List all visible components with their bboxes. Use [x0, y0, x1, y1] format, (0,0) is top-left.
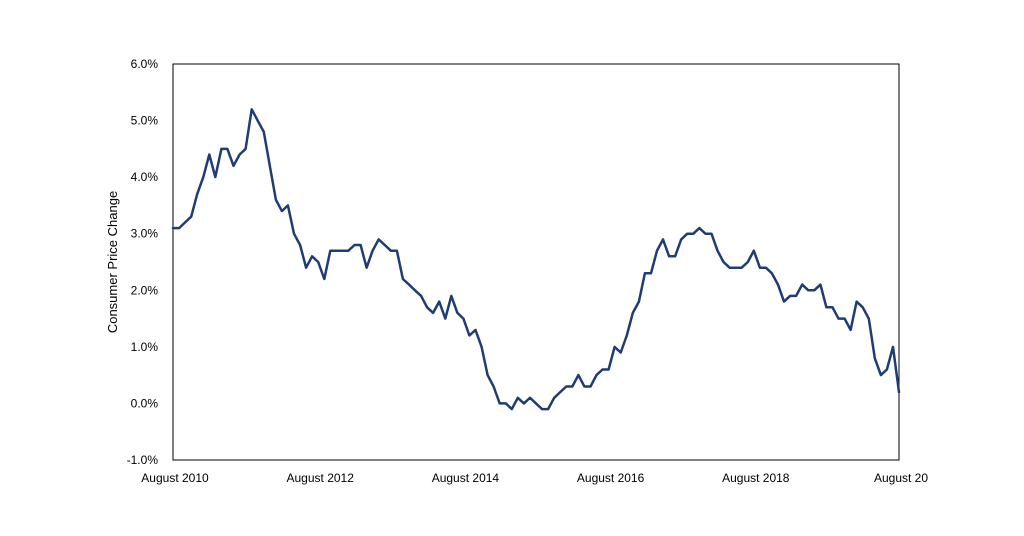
y-tick-label: 4.0%: [131, 170, 159, 184]
y-tick-label: 3.0%: [131, 227, 159, 241]
y-tick-label: 1.0%: [131, 340, 159, 354]
y-tick-label: 0.0%: [131, 396, 159, 410]
y-tick-label: 2.0%: [131, 283, 159, 297]
y-tick-label: 5.0%: [131, 114, 159, 128]
x-tick-label: August 2018: [722, 471, 790, 485]
x-tick-label: August 2016: [577, 471, 645, 485]
x-tick-label: August 2012: [287, 471, 355, 485]
y-axis-label: Consumer Price Change: [105, 191, 120, 333]
x-tick-label: August 2010: [141, 471, 209, 485]
plot-area-frame: [172, 63, 900, 461]
series-line: [171, 108, 901, 411]
series-layer: [171, 108, 901, 411]
y-tick-label: -1.0%: [127, 453, 159, 467]
x-tick-label: August 2014: [432, 471, 500, 485]
x-tick-label: August 20: [874, 471, 928, 485]
x-axis-tick-labels: August 2010 August 2012 August 2014 August …: [141, 471, 928, 485]
y-tick-label: 6.0%: [131, 57, 159, 71]
y-axis-tick-labels: 6.0% 5.0% 4.0% 3.0% 2.0% 1.0% 0.0% -1.0%: [127, 57, 159, 467]
